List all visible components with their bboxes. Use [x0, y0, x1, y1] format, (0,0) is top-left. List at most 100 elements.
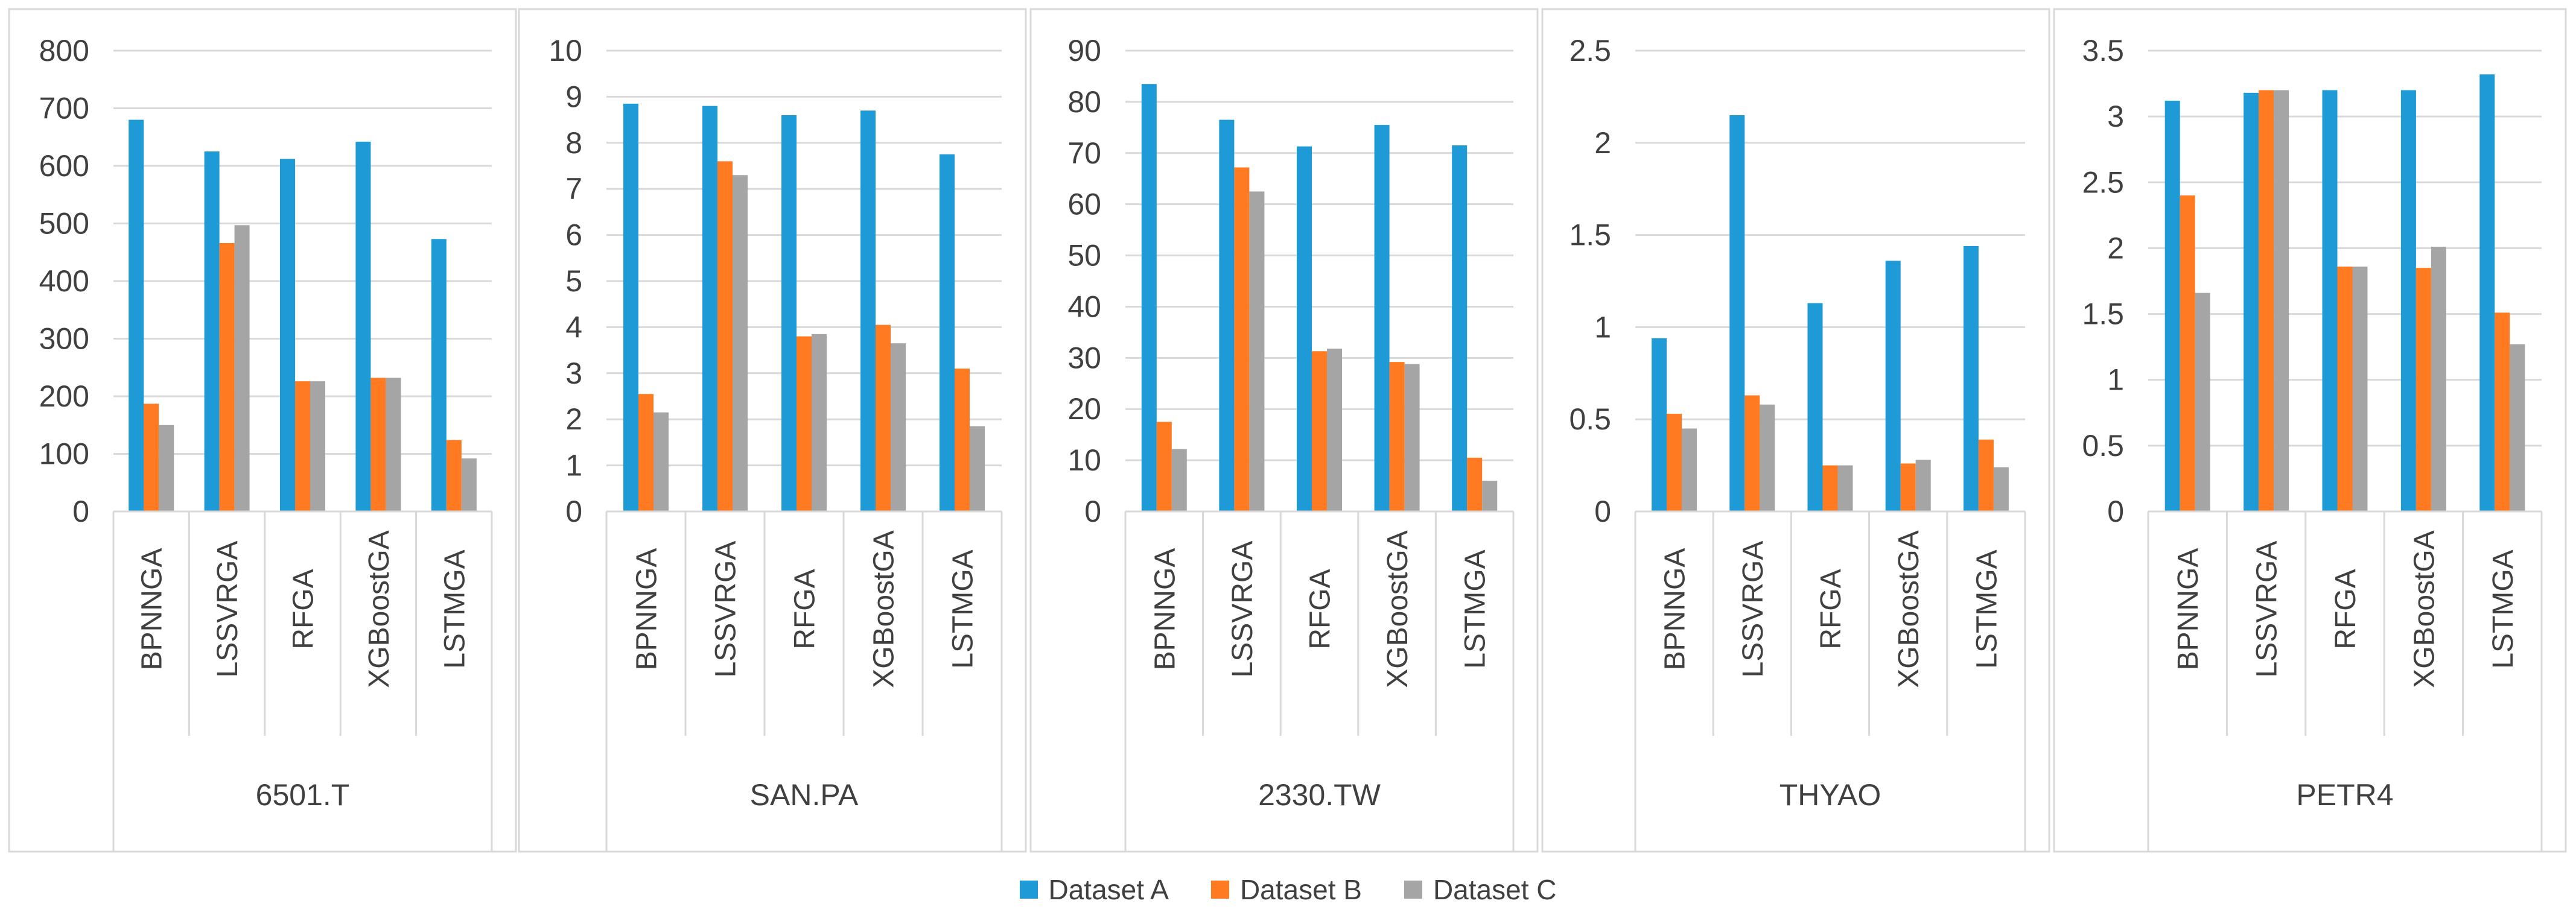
y-tick-label: 2 [1594, 126, 1611, 160]
bar-2330-tw-lssvrga-dataset-b [1234, 167, 1250, 512]
bar-6501-t-lstmga-dataset-b [446, 440, 462, 511]
y-tick-label: 1 [2107, 363, 2124, 397]
y-tick-label: 10 [549, 34, 582, 68]
category-label: RFGA [789, 569, 821, 649]
category-label: LSTMGA [1460, 549, 1492, 668]
y-tick-label: 1.5 [2082, 297, 2124, 331]
bar-petr4-xgboostga-dataset-b [2415, 268, 2431, 511]
bar-petr4-bpnnga-dataset-b [2180, 195, 2195, 512]
bar-2330-tw-xgboostga-dataset-a [1374, 125, 1390, 512]
bar-6501-t-lstmga-dataset-c [461, 458, 477, 511]
bar-6501-t-bpnnga-dataset-a [129, 119, 144, 512]
bar-san-pa-xgboostga-dataset-a [860, 110, 876, 511]
y-tick-label: 7 [565, 172, 582, 206]
y-tick-label: 200 [39, 379, 89, 413]
bar-thyao-lstmga-dataset-c [1993, 467, 2009, 511]
bar-2330-tw-lssvrga-dataset-c [1249, 191, 1265, 511]
category-label: BPNNGA [2172, 548, 2204, 671]
category-label: LSSVRGA [1737, 541, 1769, 678]
bar-2330-tw-rfga-dataset-c [1327, 349, 1342, 511]
bar-2330-tw-bpnnga-dataset-a [1141, 84, 1157, 511]
category-label: XGBoostGA [1893, 530, 1925, 688]
bar-6501-t-lssvrga-dataset-c [234, 225, 250, 511]
bar-san-pa-lssvrga-dataset-a [702, 106, 717, 511]
bar-6501-t-rfga-dataset-c [310, 381, 325, 511]
bar-san-pa-lssvrga-dataset-b [717, 161, 733, 511]
bar-6501-t-bpnnga-dataset-b [144, 403, 159, 511]
y-tick-label: 2 [2107, 231, 2124, 265]
bar-2330-tw-bpnnga-dataset-c [1171, 449, 1187, 511]
category-label: XGBoostGA [868, 530, 900, 688]
bar-san-pa-bpnnga-dataset-c [654, 412, 669, 511]
y-tick-label: 1 [1594, 310, 1611, 344]
category-label: BPNNGA [1659, 548, 1691, 671]
legend-item-dataset-b: Dataset B [1210, 873, 1362, 906]
bar-6501-t-bpnnga-dataset-c [159, 425, 174, 511]
y-tick-label: 300 [39, 322, 89, 356]
y-tick-label: 90 [1067, 34, 1101, 68]
legend-swatch-dataset-c [1404, 881, 1422, 899]
y-tick-label: 0.5 [2082, 429, 2124, 463]
bar-san-pa-lstmga-dataset-b [955, 369, 970, 511]
category-label: LSTMGA [2487, 549, 2519, 668]
category-label: LSTMGA [439, 549, 471, 668]
bar-2330-tw-bpnnga-dataset-b [1156, 422, 1172, 511]
y-tick-label: 40 [1067, 290, 1101, 323]
bar-petr4-bpnnga-dataset-a [2164, 100, 2180, 511]
category-label: LSTMGA [1971, 549, 2003, 668]
y-tick-label: 3.5 [2082, 34, 2124, 68]
y-tick-label: 50 [1067, 239, 1101, 273]
legend-swatch-dataset-b [1210, 881, 1229, 899]
bar-thyao-bpnnga-dataset-b [1667, 414, 1682, 511]
panel-border-2330-tw [1029, 8, 1539, 853]
category-label: XGBoostGA [2408, 530, 2440, 688]
bar-san-pa-bpnnga-dataset-b [638, 394, 654, 511]
category-label: BPNNGA [1149, 548, 1181, 671]
bar-petr4-xgboostga-dataset-a [2400, 90, 2416, 511]
y-tick-label: 600 [39, 149, 89, 183]
category-label: XGBoostGA [363, 530, 395, 688]
bar-6501-t-lstmga-dataset-a [431, 239, 447, 511]
category-label: XGBoostGA [1382, 530, 1414, 688]
category-label: LSSVRGA [1227, 541, 1259, 678]
legend-item-dataset-c: Dataset C [1404, 873, 1556, 906]
bar-thyao-xgboostga-dataset-c [1915, 460, 1931, 511]
bar-2330-tw-lstmga-dataset-c [1482, 481, 1498, 511]
bar-thyao-lssvrga-dataset-a [1729, 115, 1745, 511]
y-tick-label: 1 [565, 449, 582, 483]
bar-petr4-lstmga-dataset-a [2479, 74, 2495, 511]
legend-label-dataset-a: Dataset A [1048, 874, 1169, 905]
bar-san-pa-xgboostga-dataset-b [876, 324, 891, 511]
group-label-petr4: PETR4 [2296, 778, 2393, 812]
y-tick-label: 0 [72, 495, 89, 528]
y-tick-label: 30 [1067, 341, 1101, 375]
bar-thyao-rfga-dataset-a [1807, 303, 1823, 511]
bar-thyao-rfga-dataset-c [1837, 465, 1853, 511]
y-tick-label: 700 [39, 92, 89, 125]
legend-item-dataset-a: Dataset A [1019, 873, 1169, 906]
y-tick-label: 4 [565, 310, 582, 344]
y-tick-label: 20 [1067, 392, 1101, 426]
bar-thyao-lssvrga-dataset-c [1760, 404, 1775, 511]
bar-petr4-xgboostga-dataset-c [2431, 247, 2446, 511]
bar-petr4-rfga-dataset-b [2337, 266, 2353, 511]
y-tick-label: 60 [1067, 188, 1101, 221]
legend-swatch-dataset-a [1019, 881, 1038, 899]
bar-2330-tw-rfga-dataset-a [1297, 146, 1312, 512]
category-label: BPNNGA [631, 548, 663, 671]
legend-label-dataset-b: Dataset B [1239, 874, 1362, 905]
group-label-thyao: THYAO [1779, 778, 1881, 812]
y-tick-label: 10 [1067, 443, 1101, 477]
y-tick-label: 2 [565, 402, 582, 436]
bar-thyao-xgboostga-dataset-a [1885, 261, 1901, 511]
bar-petr4-bpnnga-dataset-c [2195, 293, 2210, 511]
bar-thyao-bpnnga-dataset-a [1652, 338, 1667, 511]
bar-6501-t-xgboostga-dataset-b [370, 378, 386, 511]
bar-thyao-rfga-dataset-b [1822, 465, 1838, 511]
y-tick-label: 80 [1067, 85, 1101, 119]
bar-2330-tw-rfga-dataset-b [1312, 351, 1327, 511]
bar-san-pa-rfga-dataset-a [781, 115, 797, 511]
bar-2330-tw-xgboostga-dataset-c [1404, 364, 1420, 511]
bar-petr4-rfga-dataset-a [2322, 90, 2338, 511]
